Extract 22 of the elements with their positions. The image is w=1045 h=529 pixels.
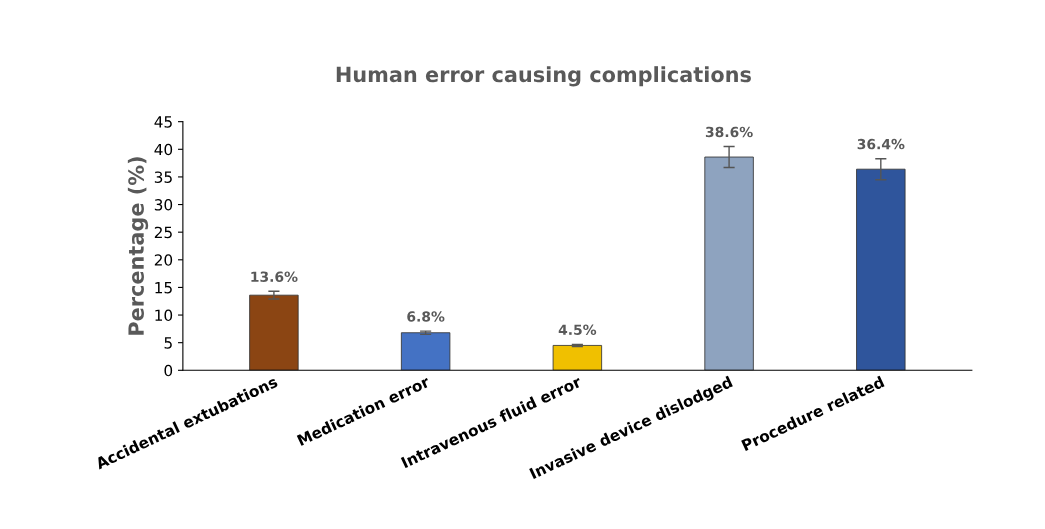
bar <box>249 294 299 371</box>
bar <box>856 168 906 371</box>
bar <box>704 156 754 371</box>
data-label: 4.5% <box>558 324 597 336</box>
bar <box>552 345 603 371</box>
y-tick-label: 40 <box>154 143 173 156</box>
y-tick-label: 10 <box>155 309 173 322</box>
y-tick-label: 0 <box>164 364 173 377</box>
y-tick-label: 15 <box>155 282 172 294</box>
y-tick-label: 35 <box>154 171 172 183</box>
y-tick-label: 20 <box>154 254 173 266</box>
y-tick-label: 30 <box>154 199 173 211</box>
y-tick-label: 5 <box>164 337 172 349</box>
data-label: 6.8% <box>407 311 445 322</box>
bar <box>400 332 451 371</box>
data-label: 38.6% <box>705 126 753 138</box>
chart-title: Human error causing complications <box>336 66 751 87</box>
y-axis-title: Percentage (%) <box>127 157 149 335</box>
y-tick-label: 25 <box>154 226 172 239</box>
y-tick-label: 45 <box>154 116 172 128</box>
data-label: 13.6% <box>251 271 298 282</box>
data-label: 36.4% <box>857 138 905 150</box>
